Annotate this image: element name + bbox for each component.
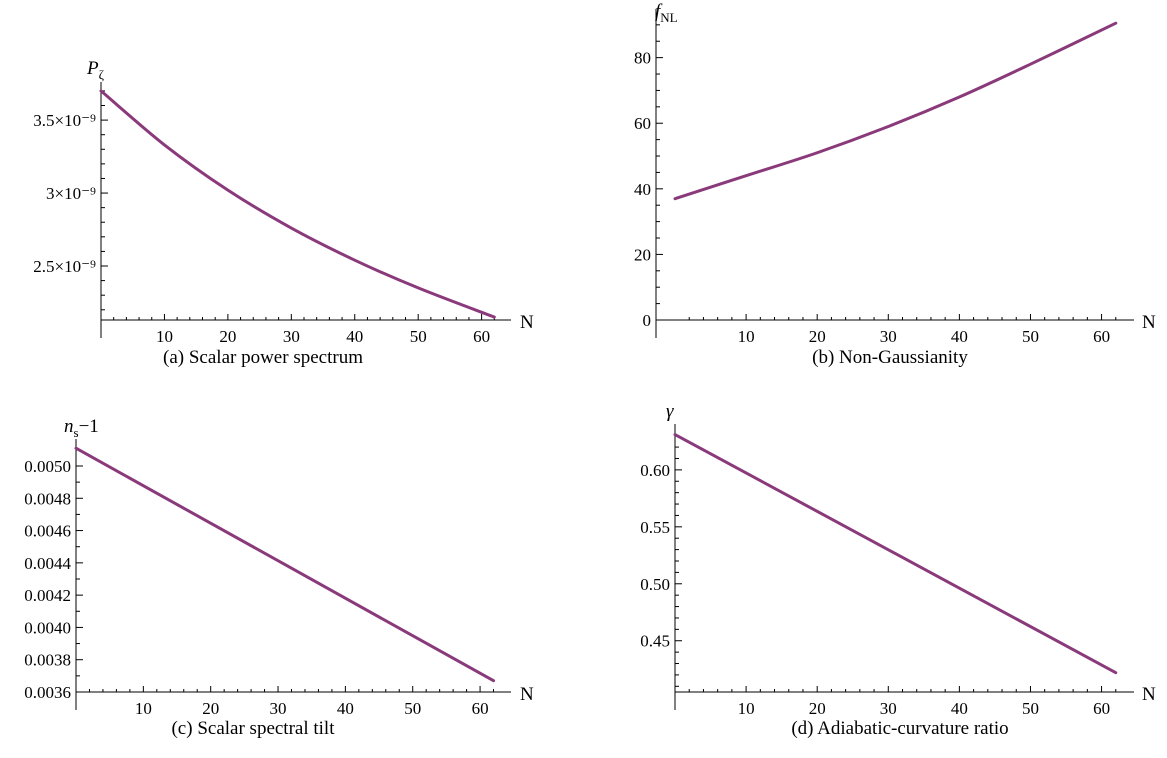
y-tick-label: 0.50: [640, 575, 670, 594]
x-axis-label: N: [1142, 684, 1156, 705]
y-axis-title: Pζ: [86, 58, 105, 82]
y-tick-label: 0.0040: [24, 618, 71, 637]
x-tick-label: 60: [1093, 699, 1110, 718]
chart-panel-1: 10 20 30 40 50 60 0 20 40 60 80 fNL N (b) Non-Gaussia…: [634, 1, 1156, 368]
series-line-0: [74, 446, 496, 683]
x-tick-label: 30: [283, 327, 300, 346]
y-axis-title-suffix: −1: [79, 416, 99, 437]
y-axis-title-sub: NL: [660, 10, 677, 25]
y-tick-label: 60: [634, 114, 651, 133]
x-tick-label: 60: [1093, 327, 1110, 346]
y-tick-label: 20: [634, 245, 651, 264]
x-tick-label: 50: [404, 699, 421, 718]
x-tick-label: 50: [1022, 327, 1039, 346]
x-tick-label: 20: [219, 327, 236, 346]
y-axis-title-main: n: [64, 416, 74, 437]
x-axis-label: N: [520, 312, 534, 333]
x-tick-label: 20: [202, 699, 219, 718]
x-tick-label: 10: [738, 327, 755, 346]
x-tick-label: 10: [738, 699, 755, 718]
y-axis-title-sub: ζ: [99, 67, 105, 82]
x-tick-label: 40: [337, 699, 354, 718]
y-axis-title-main: f: [655, 1, 663, 22]
x-tick-label: 50: [1022, 699, 1039, 718]
y-axis-title: ns−1: [64, 416, 99, 440]
x-tick-label: 40: [951, 327, 968, 346]
x-tick-label: 60: [473, 327, 490, 346]
y-tick-label: 3.5×10⁻⁹: [33, 111, 96, 130]
y-tick-label: 0.0038: [24, 651, 71, 670]
chart-panel-3: 10 20 30 40 50 60 0.45 0.50 0.55 0.60 γ N (d) Adiaba…: [640, 401, 1156, 739]
y-axis-title-main: P: [86, 58, 99, 79]
y-tick-label: 0.0036: [24, 683, 71, 702]
x-tick-label: 30: [880, 699, 897, 718]
y-tick-label: 0: [643, 311, 652, 330]
chart-panel-0: 10 20 30 40 50 60 2.5×10⁻⁹ 3×10⁻⁹ 3.5×10⁻⁹ Pζ N (a)…: [33, 58, 534, 368]
x-tick-label: 60: [472, 699, 489, 718]
y-tick-label: 0.0044: [24, 554, 71, 573]
x-tick-label: 10: [156, 327, 173, 346]
x-tick-label: 50: [410, 327, 427, 346]
y-tick-label: 0.0048: [24, 489, 71, 508]
x-tick-label: 20: [809, 327, 826, 346]
x-axis-label: N: [520, 684, 534, 705]
y-tick-label: 0.0050: [24, 457, 71, 476]
chart-caption: (d) Adiabatic-curvature ratio: [791, 718, 1008, 739]
y-tick-label: 80: [634, 49, 651, 68]
chart-caption: (b) Non-Gaussianity: [812, 347, 968, 368]
x-axis-label: N: [1142, 312, 1156, 333]
y-tick-label: 0.0042: [24, 586, 71, 605]
x-tick-label: 40: [951, 699, 968, 718]
x-tick-label: 30: [270, 699, 287, 718]
y-axis-title: γ: [666, 401, 674, 422]
chart-panel-2: 10 20 30 40 50 60 0.0036 0.0038 0.0040 0.0042 0.00…: [24, 416, 534, 739]
x-tick-label: 10: [135, 699, 152, 718]
y-axis-title: fNL: [655, 1, 678, 25]
y-tick-label: 0.55: [640, 518, 670, 537]
y-tick-label: 2.5×10⁻⁹: [33, 257, 96, 276]
x-tick-label: 40: [346, 327, 363, 346]
chart-caption: (c) Scalar spectral tilt: [171, 718, 335, 739]
chart-caption: (a) Scalar power spectrum: [163, 347, 363, 368]
y-tick-label: 0.0046: [24, 522, 71, 541]
series-line-0: [99, 89, 496, 319]
y-axis-title-sub: s: [74, 425, 79, 440]
y-tick-label: 0.60: [640, 461, 670, 480]
y-axis-title-main: γ: [666, 401, 674, 422]
series-line-0: [673, 433, 1118, 675]
y-tick-label: 40: [634, 180, 651, 199]
y-tick-label: 3×10⁻⁹: [46, 184, 96, 203]
x-tick-label: 20: [809, 699, 826, 718]
y-tick-label: 0.45: [640, 632, 670, 651]
series-line-0: [673, 21, 1118, 201]
x-tick-label: 30: [880, 327, 897, 346]
